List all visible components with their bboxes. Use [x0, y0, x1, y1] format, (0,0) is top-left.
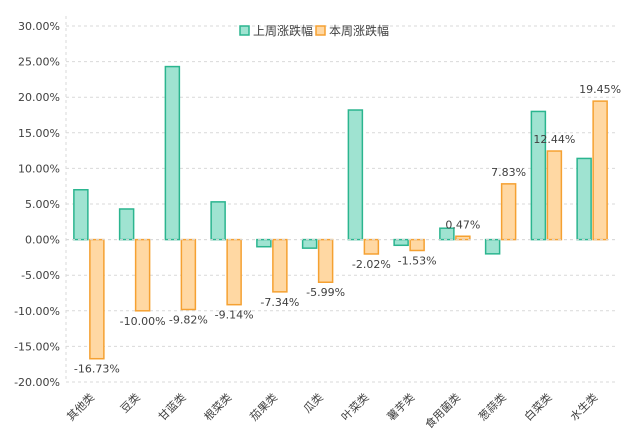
bar-this-week: [272, 238, 288, 293]
bar-last-week: [347, 109, 364, 241]
bar-last-week: [393, 238, 409, 247]
data-label: 7.83%: [491, 166, 526, 179]
y-tick-label: 0.00%: [25, 234, 60, 247]
data-label: 12.44%: [533, 133, 575, 146]
y-tick-label: 30.00%: [18, 20, 60, 33]
x-tick-label: 薯芋类: [384, 390, 417, 423]
bar-last-week: [256, 238, 272, 248]
bar-this-week: [89, 238, 105, 360]
bar-this-week: [500, 183, 517, 241]
bar-last-week: [164, 65, 181, 241]
bar-this-week: [455, 235, 471, 241]
bar-last-week: [210, 201, 226, 241]
x-tick-label: 水生类: [567, 390, 600, 423]
bar-this-week: [180, 238, 197, 311]
data-label: -5.99%: [306, 286, 345, 299]
bar-last-week: [73, 189, 89, 241]
bar-last-week: [530, 110, 547, 241]
bar-this-week: [546, 150, 563, 241]
x-tick-label: 食用菌类: [422, 390, 463, 431]
bar-last-week: [301, 238, 318, 249]
x-tick-label: 甘蓝类: [155, 390, 188, 423]
data-label: -10.00%: [120, 315, 166, 328]
data-label: -1.53%: [398, 254, 437, 267]
y-tick-label: -15.00%: [14, 340, 60, 353]
data-label: -9.82%: [169, 314, 208, 327]
data-labels-layer: -16.73% -10.00% -9.82% -9.14% -7.34% -5.99% -2…: [74, 83, 621, 376]
x-tick-label: 根菜类: [201, 390, 234, 423]
x-tick-label: 茄果类: [247, 390, 280, 423]
y-tick-label: -10.00%: [14, 305, 60, 318]
y-tick-label: 15.00%: [18, 127, 60, 140]
legend-swatch-this-week: [315, 25, 326, 36]
data-label: -9.14%: [215, 309, 254, 322]
legend-label-last-week: 上周涨跌幅: [253, 23, 313, 38]
y-tick-label: 10.00%: [18, 162, 60, 175]
legend-label-this-week: 本周涨跌幅: [329, 23, 389, 38]
x-tick-label: 叶菜类: [338, 390, 371, 423]
x-tick-label: 其他类: [64, 390, 97, 423]
x-tick-label: 白菜类: [521, 390, 554, 423]
x-tick-label: 瓜类: [300, 390, 325, 415]
bar-this-week: [317, 238, 334, 283]
data-label: -16.73%: [74, 363, 120, 376]
bar-this-week: [409, 238, 425, 252]
x-tick-label: 豆类: [117, 390, 142, 415]
bar-this-week: [226, 238, 242, 306]
bar-this-week: [134, 238, 151, 312]
bar-last-week: [118, 208, 135, 241]
x-tick-label: 葱蒜类: [476, 390, 509, 423]
y-tick-label: 5.00%: [25, 198, 60, 211]
y-tick-label: 25.00%: [18, 56, 60, 69]
data-label: -7.34%: [260, 296, 299, 309]
y-tick-label: -5.00%: [21, 269, 60, 282]
legend-swatch-last-week: [239, 25, 250, 36]
bar-this-week: [592, 100, 608, 241]
legend: 上周涨跌幅 本周涨跌幅: [239, 23, 389, 38]
data-label: 19.45%: [579, 83, 621, 96]
bar-last-week: [576, 157, 592, 241]
bars-layer: [73, 65, 608, 360]
y-tick-label: 20.00%: [18, 91, 60, 104]
bar-last-week: [484, 238, 501, 255]
bar-this-week: [363, 238, 380, 255]
y-tick-label: -20.00%: [14, 376, 60, 389]
data-label: 0.47%: [445, 218, 480, 231]
data-label: -2.02%: [352, 258, 391, 271]
